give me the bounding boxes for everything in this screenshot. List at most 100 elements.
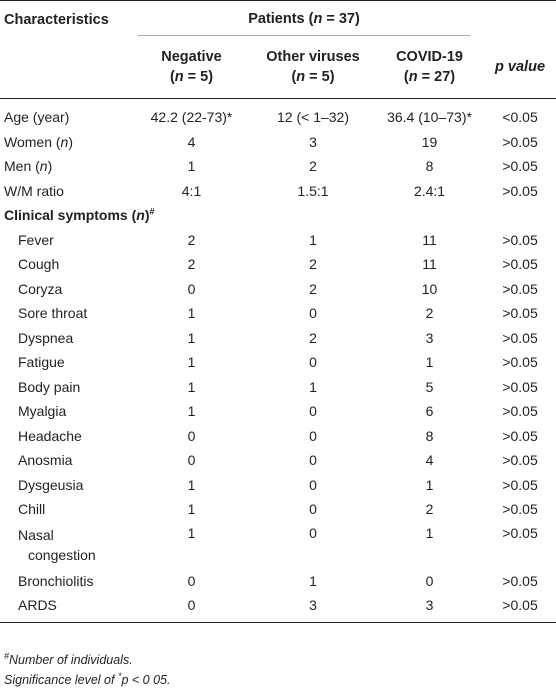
symptom-label: ARDS bbox=[18, 597, 57, 614]
footnote-significance: Significance level of *p < 0 05. bbox=[4, 670, 171, 687]
covid-cell: 2 bbox=[425, 305, 434, 322]
covid-cell: 6 bbox=[425, 403, 434, 420]
other-viruses-header-name: Other viruses bbox=[266, 49, 360, 65]
p-value-cell: >0.05 bbox=[502, 133, 538, 150]
covid-cell: 1 bbox=[425, 476, 434, 493]
covid-header-name: COVID-19 bbox=[396, 49, 463, 65]
covid-cell: 36.4 (10–73)* bbox=[387, 109, 472, 126]
negative-cell: 0 bbox=[187, 427, 196, 444]
p-value-cell: >0.05 bbox=[502, 597, 538, 614]
p-value-cell: >0.05 bbox=[502, 572, 538, 589]
p-value-cell: >0.05 bbox=[502, 427, 538, 444]
p-value-cell: >0.05 bbox=[502, 378, 538, 395]
p-value-cell: >0.05 bbox=[502, 501, 538, 518]
negative-cell: 0 bbox=[187, 452, 196, 469]
negative-cell: 1 bbox=[187, 476, 196, 493]
negative-cell: 2 bbox=[187, 256, 196, 273]
covid-cell: 3 bbox=[425, 597, 434, 614]
table-row: Nasal congestion 1 0 1 >0.05 bbox=[0, 522, 556, 569]
section-label: Clinical symptoms (n)# bbox=[4, 206, 155, 224]
table-row: Sore throat 1 0 2 >0.05 bbox=[0, 301, 556, 326]
table-row: Coryza 0 2 10 >0.05 bbox=[0, 277, 556, 302]
covid-cell: 19 bbox=[421, 133, 438, 150]
p-value-cell: >0.05 bbox=[502, 354, 538, 371]
table-row: Women (n) 4 3 19 >0.05 bbox=[0, 130, 556, 155]
table-row: Dysgeusia 1 0 1 >0.05 bbox=[0, 473, 556, 498]
negative-cell: 1 bbox=[187, 378, 196, 395]
negative-cell: 2 bbox=[187, 231, 196, 248]
negative-cell: 4 bbox=[187, 133, 196, 150]
symptom-label: Dyspnea bbox=[18, 329, 74, 346]
table-row: Fatigue 1 0 1 >0.05 bbox=[0, 350, 556, 375]
characteristics-table: Characteristics Patients (n = 37) p valu… bbox=[0, 0, 556, 622]
patients-header: Patients (n = 37) bbox=[132, 1, 484, 36]
covid-cell: 8 bbox=[425, 158, 434, 175]
covid-cell: 3 bbox=[425, 329, 434, 346]
negative-cell: 1 bbox=[187, 354, 196, 371]
characteristics-header: Characteristics bbox=[4, 12, 109, 28]
other-viruses-cell: 0 bbox=[309, 501, 317, 518]
other-viruses-cell: 0 bbox=[309, 354, 317, 371]
table-row: ARDS 0 3 3 >0.05 bbox=[0, 593, 556, 622]
symptom-label: Bronchiolitis bbox=[18, 572, 94, 589]
symptom-label: Coryza bbox=[18, 280, 63, 297]
p-value-cell: <0.05 bbox=[502, 109, 538, 126]
negative-cell: 1 bbox=[187, 501, 196, 518]
other-viruses-cell: 2 bbox=[309, 280, 317, 297]
other-viruses-cell: 1 bbox=[309, 572, 317, 589]
symptom-label: Fatigue bbox=[18, 354, 65, 371]
p-value-header: p value bbox=[495, 58, 546, 75]
other-viruses-cell: 0 bbox=[309, 305, 317, 322]
table-row: Men (n) 1 2 8 >0.05 bbox=[0, 154, 556, 179]
covid-header: COVID-19 (n = 27) bbox=[375, 36, 484, 99]
other-viruses-cell: 2 bbox=[309, 329, 317, 346]
row-label: Men (n) bbox=[4, 158, 53, 175]
covid-cell: 11 bbox=[422, 231, 437, 248]
p-value-cell: >0.05 bbox=[502, 256, 538, 273]
p-value-cell: >0.05 bbox=[502, 280, 538, 297]
covid-cell: 5 bbox=[425, 378, 434, 395]
p-value-cell: >0.05 bbox=[502, 158, 538, 175]
covid-cell: 10 bbox=[421, 280, 438, 297]
table-row: Chill 1 0 2 >0.05 bbox=[0, 497, 556, 522]
negative-header-n: (n = 5) bbox=[169, 69, 214, 85]
table-row: Age (year) 42.2 (22-73)* 12 (< 1–32) 36.… bbox=[0, 98, 556, 130]
p-value-cell: >0.05 bbox=[502, 305, 538, 322]
p-value-cell: >0.05 bbox=[502, 403, 538, 420]
p-value-cell: >0.05 bbox=[502, 452, 538, 469]
table-row: Bronchiolitis 0 1 0 >0.05 bbox=[0, 569, 556, 594]
other-viruses-cell: 0 bbox=[309, 524, 317, 541]
covid-header-n: (n = 27) bbox=[403, 69, 456, 85]
table-row: W/M ratio 4:1 1.5:1 2.4:1 >0.05 bbox=[0, 179, 556, 204]
row-label: W/M ratio bbox=[4, 182, 64, 199]
negative-header: Negative (n = 5) bbox=[132, 36, 251, 99]
other-viruses-cell: 3 bbox=[309, 597, 317, 614]
negative-header-name: Negative bbox=[161, 49, 222, 65]
covid-cell: 1 bbox=[425, 524, 434, 541]
table-row: Dyspnea 1 2 3 >0.05 bbox=[0, 326, 556, 351]
negative-cell: 1 bbox=[187, 403, 196, 420]
covid-cell: 2 bbox=[425, 501, 434, 518]
other-viruses-cell: 0 bbox=[309, 476, 317, 493]
negative-cell: 1 bbox=[187, 158, 196, 175]
other-viruses-cell: 1.5:1 bbox=[297, 182, 329, 199]
covid-cell: 4 bbox=[425, 452, 434, 469]
header-row-2: Negative (n = 5) Other viruses (n = 5) C… bbox=[0, 36, 556, 99]
row-label: Women (n) bbox=[4, 133, 74, 150]
p-value-cell: >0.05 bbox=[502, 182, 538, 199]
p-value-cell: >0.05 bbox=[502, 524, 538, 541]
symptom-label: Body pain bbox=[18, 378, 81, 395]
table-row: Body pain 1 1 5 >0.05 bbox=[0, 375, 556, 400]
symptom-label: Fever bbox=[18, 231, 54, 248]
other-viruses-header: Other viruses (n = 5) bbox=[251, 36, 375, 99]
other-viruses-cell: 3 bbox=[309, 133, 317, 150]
symptom-label: Cough bbox=[18, 256, 60, 273]
p-value-cell: >0.05 bbox=[502, 329, 538, 346]
other-viruses-cell: 1 bbox=[309, 231, 317, 248]
p-value-cell: >0.05 bbox=[502, 231, 538, 248]
table-row: Myalgia 1 0 6 >0.05 bbox=[0, 399, 556, 424]
other-viruses-cell: 0 bbox=[309, 452, 317, 469]
patients-suffix: = 37) bbox=[322, 11, 360, 27]
negative-cell: 4:1 bbox=[181, 182, 202, 199]
row-label: Age (year) bbox=[4, 109, 70, 126]
